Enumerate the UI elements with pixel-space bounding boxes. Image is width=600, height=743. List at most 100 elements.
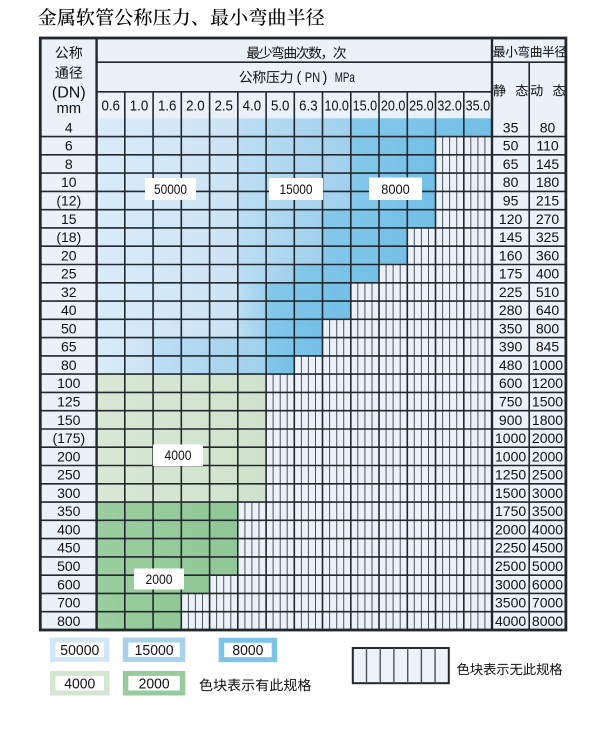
svg-text:2000: 2000 [532, 430, 563, 446]
svg-text:40: 40 [61, 302, 77, 318]
svg-text:350: 350 [499, 320, 523, 336]
svg-text:50: 50 [61, 320, 77, 336]
svg-text:4: 4 [65, 119, 73, 135]
svg-text:8000: 8000 [532, 613, 563, 629]
svg-text:1250: 1250 [495, 467, 526, 483]
svg-text:): ) [323, 70, 328, 86]
svg-text:2500: 2500 [495, 558, 526, 574]
svg-text:400: 400 [536, 266, 560, 282]
svg-text:2000: 2000 [139, 676, 170, 692]
svg-text:510: 510 [536, 284, 560, 300]
svg-text:2.0: 2.0 [186, 98, 205, 115]
svg-text:mm: mm [56, 101, 81, 117]
svg-text:2000: 2000 [146, 571, 173, 587]
svg-text:215: 215 [536, 193, 560, 209]
svg-text:145: 145 [536, 156, 560, 172]
svg-text:(DN): (DN) [52, 85, 86, 102]
svg-text:10: 10 [61, 174, 77, 190]
svg-text:35.0: 35.0 [466, 98, 491, 115]
svg-text:1.0: 1.0 [130, 98, 149, 115]
svg-text:4000: 4000 [532, 521, 563, 537]
svg-text:15000: 15000 [280, 181, 313, 197]
svg-text:4000: 4000 [64, 676, 95, 692]
svg-text:15.0: 15.0 [353, 98, 378, 115]
svg-text:32: 32 [61, 284, 77, 300]
svg-text:(12): (12) [56, 193, 81, 209]
svg-text:65: 65 [503, 156, 519, 172]
svg-text:20: 20 [61, 247, 77, 263]
svg-text:20.0: 20.0 [381, 98, 406, 115]
svg-text:270: 270 [536, 211, 560, 227]
svg-text:80: 80 [61, 357, 77, 373]
svg-text:110: 110 [536, 138, 559, 154]
svg-text:50000: 50000 [60, 643, 99, 659]
svg-text:845: 845 [536, 339, 560, 355]
svg-text:4000: 4000 [165, 447, 192, 463]
svg-text:35: 35 [503, 119, 519, 135]
svg-text:50000: 50000 [154, 181, 187, 197]
svg-text:(175): (175) [52, 430, 85, 446]
svg-text:2500: 2500 [532, 467, 563, 483]
svg-text:280: 280 [499, 302, 523, 318]
svg-text:1800: 1800 [532, 412, 563, 428]
svg-text:6.3: 6.3 [299, 98, 318, 115]
svg-text:3000: 3000 [495, 576, 526, 592]
svg-text:15: 15 [61, 211, 77, 227]
svg-text:15000: 15000 [135, 643, 174, 659]
svg-text:390: 390 [499, 339, 523, 355]
svg-text:250: 250 [57, 467, 81, 483]
svg-text:10.0: 10.0 [324, 98, 349, 115]
svg-text:2.5: 2.5 [214, 98, 233, 115]
svg-text:1200: 1200 [532, 375, 563, 391]
svg-text:480: 480 [499, 357, 523, 373]
svg-text:800: 800 [57, 613, 81, 629]
svg-text:95: 95 [503, 193, 519, 209]
svg-text:3500: 3500 [495, 595, 526, 611]
svg-text:200: 200 [57, 448, 81, 464]
svg-text:1000: 1000 [495, 430, 526, 446]
svg-text:50: 50 [503, 138, 519, 154]
svg-text:350: 350 [57, 503, 81, 519]
svg-text:1500: 1500 [495, 485, 526, 501]
svg-text:120: 120 [499, 211, 523, 227]
svg-text:180: 180 [536, 174, 560, 190]
svg-text:5000: 5000 [532, 558, 563, 574]
svg-text:6000: 6000 [532, 576, 563, 592]
svg-text:2000: 2000 [495, 521, 526, 537]
svg-text:1750: 1750 [495, 503, 526, 519]
svg-text:80: 80 [540, 119, 556, 135]
svg-text:500: 500 [57, 558, 81, 574]
svg-text:1000: 1000 [495, 448, 526, 464]
svg-text:300: 300 [57, 485, 81, 501]
svg-text:800: 800 [536, 320, 560, 336]
svg-text:1000: 1000 [532, 357, 563, 373]
svg-text:325: 325 [536, 229, 560, 245]
svg-text:1500: 1500 [532, 394, 563, 410]
svg-text:(18): (18) [56, 229, 81, 245]
svg-text:145: 145 [499, 229, 523, 245]
svg-text:25.0: 25.0 [409, 98, 434, 115]
svg-text:1.6: 1.6 [158, 98, 177, 115]
svg-text:225: 225 [499, 284, 523, 300]
svg-text:25: 25 [61, 266, 77, 282]
svg-text:750: 750 [499, 394, 523, 410]
svg-text:3000: 3000 [532, 485, 563, 501]
svg-text:8000: 8000 [381, 181, 410, 197]
svg-text:100: 100 [57, 375, 81, 391]
svg-text:125: 125 [57, 394, 81, 410]
svg-text:360: 360 [536, 247, 560, 263]
svg-text:65: 65 [61, 339, 77, 355]
svg-text:PN: PN [305, 70, 321, 85]
svg-text:150: 150 [57, 412, 81, 428]
svg-text:0.6: 0.6 [101, 98, 120, 115]
svg-text:5.0: 5.0 [271, 98, 290, 115]
svg-text:4.0: 4.0 [243, 98, 262, 115]
svg-text:(: ( [297, 70, 302, 86]
svg-text:600: 600 [499, 375, 523, 391]
svg-text:900: 900 [499, 412, 523, 428]
svg-text:400: 400 [57, 521, 81, 537]
svg-text:2250: 2250 [495, 540, 526, 556]
svg-text:3500: 3500 [532, 503, 563, 519]
svg-text:80: 80 [503, 174, 519, 190]
svg-text:175: 175 [499, 266, 523, 282]
